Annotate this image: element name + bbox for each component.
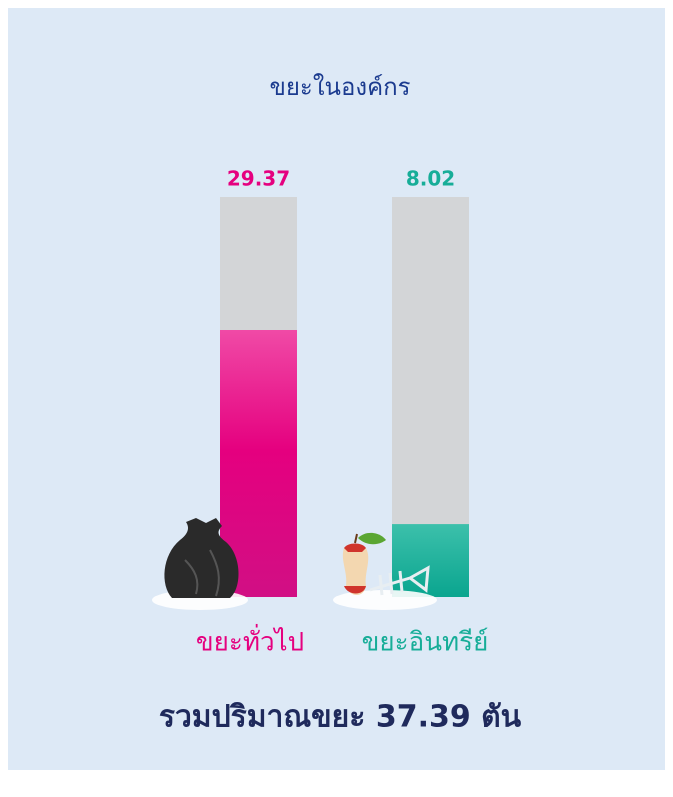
chart-title: ขยะในองค์กร bbox=[269, 73, 410, 101]
value-label: 8.02 bbox=[406, 167, 455, 191]
bar bbox=[392, 524, 469, 597]
category-label: ขยะทั่วไป bbox=[196, 624, 304, 658]
total-text: รวมปริมาณขยะ 37.39 ตัน bbox=[159, 700, 522, 735]
category-label: ขยะอินทรีย์ bbox=[362, 628, 489, 658]
chart: ขยะในองค์กร 29.37 ขยะทั่วไป 8.02 ขยะอินทรีย… bbox=[0, 0, 673, 797]
value-label: 29.37 bbox=[227, 167, 290, 191]
panel bbox=[8, 8, 665, 770]
